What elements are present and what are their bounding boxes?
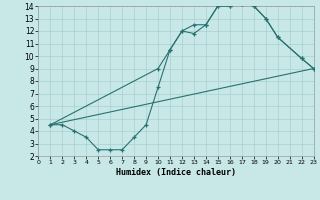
X-axis label: Humidex (Indice chaleur): Humidex (Indice chaleur) [116,168,236,177]
